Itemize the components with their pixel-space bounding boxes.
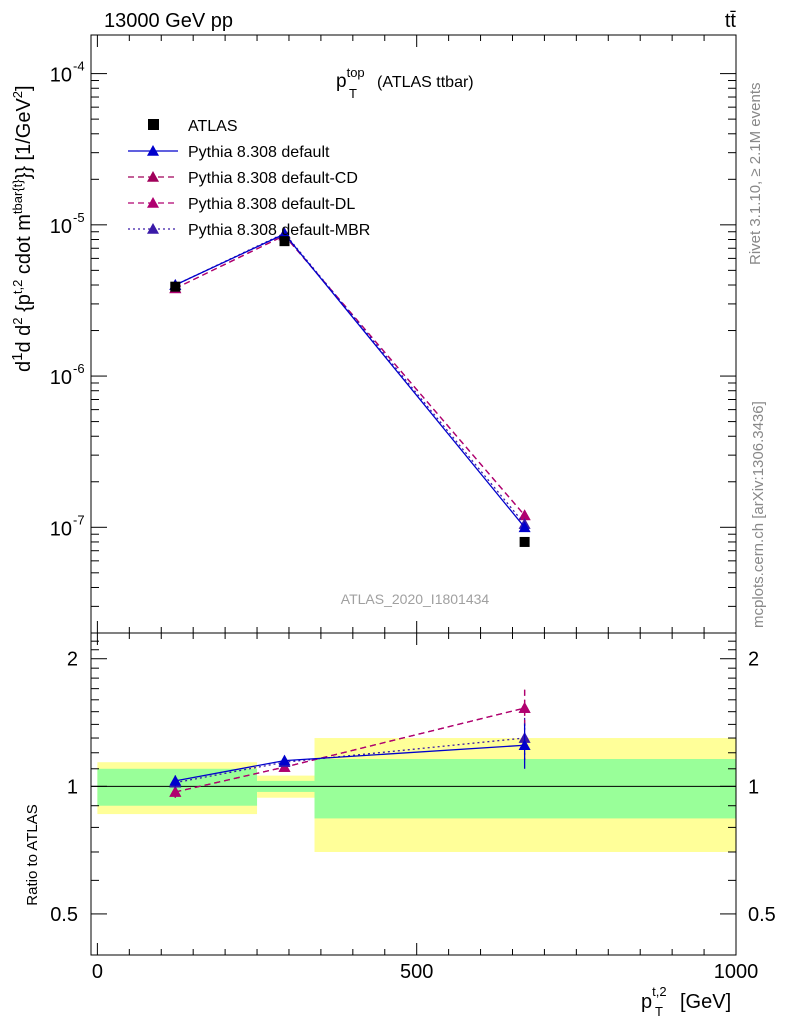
data-point xyxy=(279,236,290,247)
ratio-y-tick-label: 1 xyxy=(67,776,78,798)
series-line xyxy=(175,234,526,516)
y-tick-exponent: -7 xyxy=(73,512,85,527)
data-point xyxy=(170,281,181,292)
series-line xyxy=(175,233,526,528)
legend-marker xyxy=(147,197,159,208)
plot-frames xyxy=(90,34,737,956)
data-point xyxy=(519,536,530,547)
y-tick-exponent: -4 xyxy=(73,59,85,74)
ratio-y-tick-label-right: 0.5 xyxy=(748,904,776,926)
legend-label: Pythia 8.308 default xyxy=(188,144,330,161)
legend: ATLAS Pythia 8.308 default Pythia 8.308 de… xyxy=(128,118,370,239)
ratio-point xyxy=(278,754,291,766)
process-label: tt̄ xyxy=(725,10,737,32)
ratio-bands xyxy=(91,738,736,852)
legend-marker xyxy=(147,145,159,156)
legend-label: ATLAS xyxy=(188,118,238,135)
analysis-id: ATLAS_2020_I1801434 xyxy=(341,591,490,607)
y-tick-label: 10 xyxy=(50,216,72,238)
mcplots-label: mcplots.cern.ch [arXiv:1306.3436] xyxy=(750,401,767,628)
legend-marker xyxy=(148,119,159,130)
x-tick-label: 500 xyxy=(400,961,433,983)
ratio-y-tick-label-right: 2 xyxy=(748,649,759,671)
main-panel-series xyxy=(169,227,531,547)
ratio-y-tick-label: 0.5 xyxy=(50,904,78,926)
y-tick-exponent: -6 xyxy=(73,361,85,376)
legend-label: Pythia 8.308 default-DL xyxy=(188,196,355,213)
rivet-label: Rivet 3.1.10, ≥ 2.1M events xyxy=(747,83,764,266)
series-point xyxy=(278,227,291,239)
y-tick-label: 10 xyxy=(50,65,72,87)
svg-text:d1d d2 {pt,2 cdot mtbar{t}}}: d1d d2 {pt,2 cdot mtbar{t}}} [1/GeV2] xyxy=(9,85,35,372)
ratio-y-tick-label-right: 1 xyxy=(748,776,759,798)
plot-title: ptop T(ATLAS ttbar) xyxy=(336,65,474,101)
series-line xyxy=(175,232,526,525)
y-axis-title-top: d1d d2 {pt,2 cdot mtbar{t}}} [1/GeV2] xyxy=(9,85,35,372)
series-line xyxy=(175,234,526,516)
legend-marker xyxy=(147,171,159,182)
ratio-point xyxy=(169,774,182,786)
x-axis-title: pt,2 T [GeV] xyxy=(641,984,731,1019)
y-tick-exponent: -5 xyxy=(73,210,85,225)
ratio-frame xyxy=(90,632,737,956)
series-point xyxy=(518,521,531,533)
y-tick-label: 10 xyxy=(50,367,72,389)
energy-label: 13000 GeV pp xyxy=(104,10,233,32)
ratio-point xyxy=(518,702,531,713)
ratio-panel-series xyxy=(169,689,531,798)
band-inner xyxy=(314,759,736,819)
y-tick-label: 10 xyxy=(50,518,72,540)
ratio-point xyxy=(169,785,182,797)
x-tick-label: 1000 xyxy=(714,961,759,983)
legend-label: Pythia 8.308 default-MBR xyxy=(188,222,370,239)
legend-label: Pythia 8.308 default-CD xyxy=(188,170,358,187)
ratio-y-label: Ratio to ATLAS xyxy=(24,804,41,905)
x-tick-label: 0 xyxy=(92,961,103,983)
ratio-point xyxy=(518,739,531,751)
legend-marker xyxy=(147,223,159,234)
ratio-y-tick-label: 2 xyxy=(67,649,78,671)
series-point xyxy=(518,509,531,521)
